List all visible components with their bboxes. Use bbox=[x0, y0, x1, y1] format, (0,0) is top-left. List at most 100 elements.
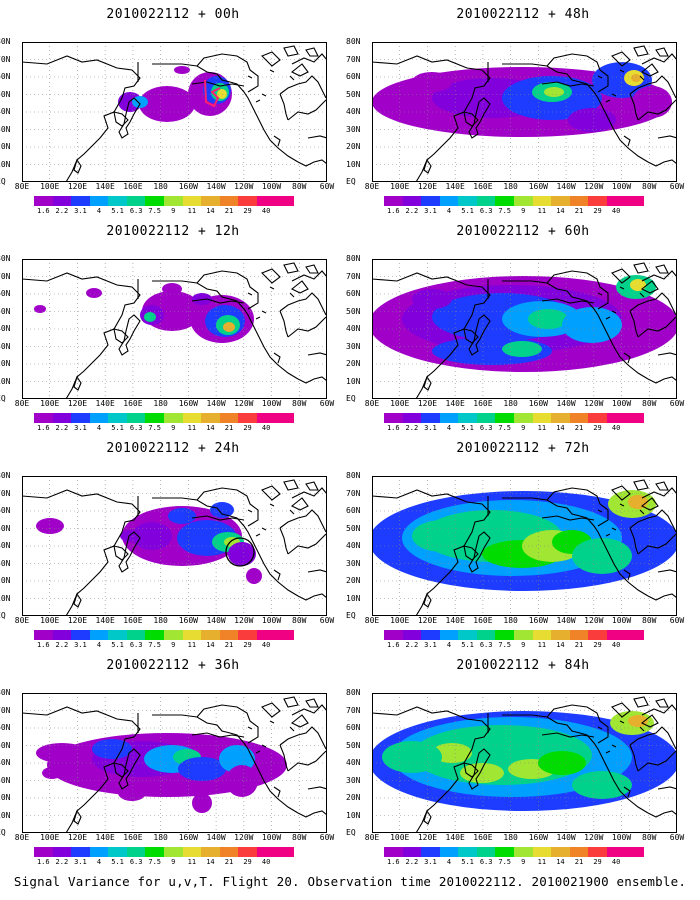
colorbar-swatch bbox=[108, 847, 127, 857]
y-tick-label: 50N bbox=[0, 306, 11, 316]
colorbar bbox=[34, 630, 295, 640]
variance-region bbox=[174, 66, 190, 74]
colorbar-level: 6.3 bbox=[129, 858, 143, 866]
colorbar-level: 7.5 bbox=[148, 424, 162, 432]
colorbar-swatch bbox=[551, 413, 570, 423]
x-tick-label: 80E bbox=[14, 182, 30, 191]
colorbar-labels: 1.6 2.2 3.1 4 5.1 6.3 7.5 9 11 14 21 29 40 bbox=[34, 641, 294, 650]
colorbar-level: 21 bbox=[224, 858, 234, 866]
colorbar-swatch bbox=[384, 196, 403, 206]
colorbar-level: 5.1 bbox=[461, 858, 474, 866]
colorbar-swatch bbox=[52, 196, 72, 206]
variance-region bbox=[192, 793, 212, 813]
colorbar-level: 3.1 bbox=[424, 207, 437, 215]
flight-track bbox=[204, 79, 221, 108]
variance-region bbox=[412, 520, 472, 552]
colorbar-swatch bbox=[89, 413, 109, 423]
colorbar-labels: 1.6 2.2 3.1 4 5.1 6.3 7.5 9 11 14 21 29 40 bbox=[34, 207, 294, 216]
colorbar-swatch bbox=[421, 413, 440, 423]
y-tick-label: 80N bbox=[346, 471, 361, 480]
map-plot bbox=[372, 693, 677, 833]
colorbar-level: 6.3 bbox=[129, 424, 143, 432]
colorbar-level: 3.1 bbox=[74, 641, 87, 649]
colorbar-level: 9 bbox=[171, 858, 176, 866]
x-tick-label: 60W bbox=[319, 616, 335, 625]
x-tick-label: 80E bbox=[364, 616, 380, 625]
y-tick-label: 30N bbox=[0, 775, 11, 785]
x-tick-labels: 80E 100E 120E 140E 160E 180 160W 140W 120W 100W 80… bbox=[12, 183, 342, 193]
x-tick-label: 160W bbox=[528, 833, 548, 842]
map-frame bbox=[372, 693, 677, 833]
variance-region bbox=[572, 538, 632, 574]
colorbar-level: 1.6 bbox=[386, 207, 400, 215]
variance-region bbox=[217, 89, 227, 99]
variance-region bbox=[132, 522, 172, 550]
y-tick-label: 60N bbox=[346, 506, 361, 515]
x-tick-label: 100E bbox=[40, 182, 60, 191]
colorbar-swatch bbox=[201, 413, 220, 423]
colorbar-level: 14 bbox=[556, 424, 565, 432]
variance-region bbox=[120, 530, 140, 542]
panel-12h: 2010022112 + 12h EQ 10N 20N 30N 40N 50N 60N 70N… bbox=[0, 217, 346, 439]
colorbar-swatch bbox=[52, 413, 72, 423]
colorbar-level: 11 bbox=[187, 641, 197, 649]
y-tick-label: 10N bbox=[0, 159, 11, 169]
panel-title: 2010022112 + 84h bbox=[456, 658, 590, 673]
map-frame bbox=[22, 259, 327, 399]
colorbar-swatch bbox=[439, 847, 459, 857]
variance-region bbox=[223, 322, 235, 332]
colorbar-level: 11 bbox=[187, 858, 197, 866]
map-plot bbox=[372, 259, 677, 399]
colorbar-labels: 1.6 2.2 3.1 4 5.1 6.3 7.5 9 11 14 21 29 40 bbox=[34, 424, 294, 433]
colorbar-level: 4 bbox=[96, 207, 102, 215]
colorbar-level: 5.1 bbox=[111, 424, 124, 432]
x-tick-label: 140W bbox=[206, 182, 226, 191]
panel-60h: 2010022112 + 60h EQ 10N 20N 30N 40N 50N 60N 70N… bbox=[346, 217, 696, 439]
colorbar-swatch bbox=[275, 847, 295, 857]
x-tick-label: 100W bbox=[611, 182, 632, 191]
colorbar-swatch bbox=[182, 413, 202, 423]
x-tick-label: 160W bbox=[528, 182, 548, 191]
colorbar-level: 3.1 bbox=[424, 424, 437, 432]
variance-region bbox=[144, 312, 156, 322]
colorbar-swatch bbox=[606, 630, 626, 640]
x-tick-label: 100W bbox=[261, 182, 282, 191]
colorbar-swatch bbox=[275, 630, 295, 640]
colorbar-swatch bbox=[238, 847, 257, 857]
x-tick-label: 60W bbox=[669, 399, 685, 408]
x-tick-label: 120E bbox=[67, 182, 88, 191]
colorbar-level: 40 bbox=[611, 641, 621, 649]
colorbar-swatch bbox=[606, 413, 626, 423]
y-tick-label: 10N bbox=[346, 159, 361, 169]
x-tick-label: 120W bbox=[584, 399, 604, 408]
colorbar-level: 9 bbox=[521, 858, 526, 866]
colorbar-level: 11 bbox=[537, 424, 547, 432]
x-tick-label: 180 bbox=[153, 833, 168, 842]
variance-region bbox=[562, 307, 622, 343]
colorbar bbox=[384, 630, 645, 640]
colorbar-swatch bbox=[569, 413, 589, 423]
y-tick-label: EQ bbox=[0, 828, 6, 837]
variance-region bbox=[92, 739, 132, 759]
colorbar-level: 21 bbox=[224, 641, 234, 649]
y-tick-label: 70N bbox=[0, 54, 11, 64]
y-tick-label: 80N bbox=[0, 688, 11, 697]
colorbar-swatch bbox=[384, 630, 403, 640]
colorbar-swatch bbox=[495, 630, 515, 640]
colorbar-swatch bbox=[625, 847, 645, 857]
y-tick-label: 80N bbox=[346, 37, 361, 46]
variance-region bbox=[382, 741, 442, 773]
y-tick-label: 50N bbox=[346, 306, 361, 316]
x-tick-label: 60W bbox=[319, 399, 335, 408]
x-tick-label: 80E bbox=[364, 833, 380, 842]
y-tick-label: 20N bbox=[346, 142, 361, 151]
variance-region bbox=[132, 96, 148, 108]
map-plot bbox=[22, 693, 327, 833]
y-tick-label: 70N bbox=[346, 705, 361, 715]
y-tick-label: EQ bbox=[0, 611, 6, 620]
x-tick-label: 120W bbox=[234, 616, 254, 625]
variance-region bbox=[139, 86, 195, 122]
x-tick-label: 60W bbox=[319, 182, 335, 191]
colorbar-swatch bbox=[71, 847, 90, 857]
variance-region bbox=[412, 72, 452, 92]
